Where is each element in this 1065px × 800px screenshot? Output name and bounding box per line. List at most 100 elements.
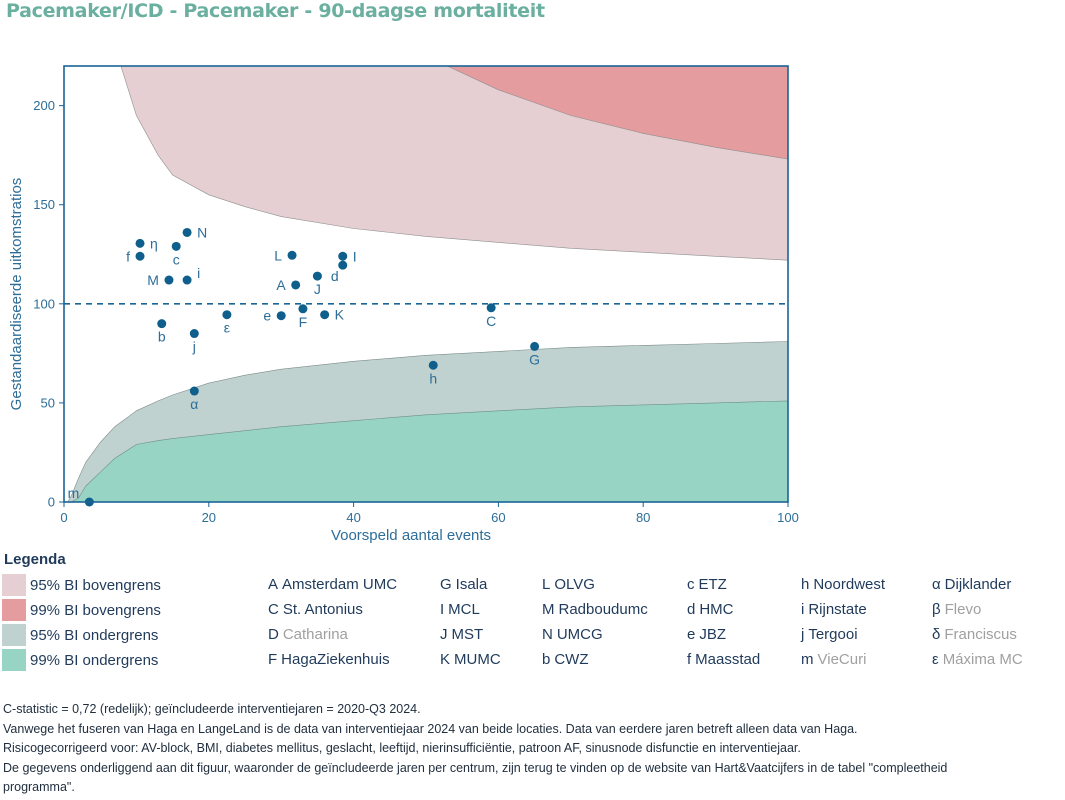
point-label: L <box>274 247 282 263</box>
hospital-name: Isala <box>455 576 488 593</box>
hospital-entry: h Noordwest <box>801 576 885 601</box>
legend-label: 95% BI bovengrens <box>30 576 161 594</box>
legend-swatch <box>2 624 26 646</box>
hospital-column: c ETZ d HMC e JBZ f Maasstad <box>687 576 760 676</box>
y-tick-label: 200 <box>33 98 55 113</box>
point-c <box>171 241 181 251</box>
hospital-entry: N UMCG <box>542 626 648 651</box>
hospital-name: Flevo <box>944 601 982 618</box>
point-b <box>157 319 167 329</box>
hospital-entry: G Isala <box>440 576 501 601</box>
point-I <box>338 251 348 261</box>
hospital-code: G <box>440 576 452 593</box>
hospital-column: h Noordwest i Rijnstate j Tergooi m VieCuri <box>801 576 885 676</box>
point-G <box>530 341 540 351</box>
point-K <box>320 310 330 320</box>
legend-label: 99% BI ondergrens <box>30 651 159 669</box>
point-label: C <box>486 313 496 329</box>
hospital-entry: α Dijklander <box>932 576 1023 601</box>
point-label: j <box>192 339 196 355</box>
footnotes: C-statistic = 0,72 (redelijk); geïnclude… <box>3 700 1065 798</box>
hospital-code: j <box>801 626 805 643</box>
hospital-code: e <box>687 626 696 643</box>
point-j <box>189 329 199 339</box>
hospital-name: Maasstad <box>695 651 761 668</box>
hospital-entry: A Amsterdam UMC <box>268 576 397 601</box>
point-label: A <box>276 277 286 293</box>
hospital-entry: M Radboudumc <box>542 601 648 626</box>
hospital-name: JBZ <box>699 626 727 643</box>
hospital-name: Rijnstate <box>808 601 867 618</box>
hospital-entry: L OLVG <box>542 576 648 601</box>
x-tick-label: 20 <box>202 510 216 525</box>
hospital-code: h <box>801 576 810 593</box>
point-label: N <box>197 224 207 240</box>
hospital-name: UMCG <box>556 626 603 643</box>
hospital-entry: C St. Antonius <box>268 601 397 626</box>
point-label: α <box>190 396 198 412</box>
point-label: f <box>126 248 130 264</box>
x-tick-label: 60 <box>491 510 505 525</box>
legend-label: 99% BI bovengrens <box>30 601 161 619</box>
hospital-code: i <box>801 601 805 618</box>
hospital-code: F <box>268 651 278 668</box>
x-tick-label: 80 <box>636 510 650 525</box>
hospital-column: A Amsterdam UMC C St. Antonius D Catharina F Ha… <box>268 576 397 676</box>
hospital-entry: d HMC <box>687 601 760 626</box>
y-tick-label: 0 <box>48 495 55 510</box>
point-α <box>189 386 199 396</box>
hospital-name: Radboudumc <box>558 601 648 618</box>
hospital-entry: δ Franciscus <box>932 626 1023 651</box>
hospital-code: M <box>542 601 555 618</box>
hospital-code: N <box>542 626 553 643</box>
legend-item: 99% BI bovengrens <box>2 599 161 621</box>
y-tick-label: 50 <box>41 395 55 410</box>
page-title: Pacemaker/ICD - Pacemaker - 90-daagse mo… <box>6 0 545 22</box>
footnote-line: Vanwege het fuseren van Haga en LangeLan… <box>3 721 858 736</box>
axis-ticks: 0 20 40 60 80 100 0 50 100 150 200 <box>33 98 799 525</box>
point-label: F <box>299 314 308 330</box>
hospital-entry: I MCL <box>440 601 501 626</box>
point-N <box>182 227 192 237</box>
hospital-entry: j Tergooi <box>801 626 885 651</box>
hospital-code: A <box>268 576 279 593</box>
hospital-entry: D Catharina <box>268 626 397 651</box>
band-lower99 <box>67 400 788 502</box>
x-tick-label: 100 <box>777 510 799 525</box>
band-upper99 <box>446 66 788 160</box>
point-A <box>291 280 301 290</box>
hospital-name: HagaZiekenhuis <box>281 651 390 668</box>
legend-title: Legenda <box>4 551 66 568</box>
hospital-name: Noordwest <box>813 576 886 593</box>
point-label: e <box>263 308 271 324</box>
hospital-name: Franciscus <box>944 626 1017 643</box>
hospital-code: b <box>542 651 551 668</box>
hospital-column: α Dijklander β Flevo δ Franciscus ε Máxima MC <box>932 576 1023 676</box>
hospital-code: α <box>932 576 941 593</box>
hospital-name: Amsterdam UMC <box>282 576 398 593</box>
hospital-code: m <box>801 651 814 668</box>
hospital-code: I <box>440 601 445 618</box>
hospital-name: VieCuri <box>817 651 867 668</box>
x-tick-label: 40 <box>346 510 360 525</box>
footnote-line: programma". <box>3 780 75 794</box>
hospital-name: CWZ <box>554 651 589 668</box>
hospital-entry: b CWZ <box>542 651 648 676</box>
point-label: c <box>173 251 180 267</box>
hospital-name: MUMC <box>454 651 501 668</box>
hospital-code: C <box>268 601 279 618</box>
hospital-code: J <box>440 626 448 643</box>
hospital-code: L <box>542 576 551 593</box>
hospital-code: K <box>440 651 451 668</box>
point-label: d <box>331 268 339 284</box>
hospital-code: d <box>687 601 696 618</box>
legend-swatch <box>2 649 26 671</box>
plot-frame <box>63 65 789 503</box>
hospital-column: G Isala I MCL J MST K MUMC <box>440 576 501 676</box>
point-f <box>135 251 145 261</box>
hospital-entry: c ETZ <box>687 576 760 601</box>
hospital-entry: F HagaZiekenhuis <box>268 651 397 676</box>
hospital-entry: J MST <box>440 626 501 651</box>
point-d <box>338 260 348 270</box>
point-L <box>287 250 297 260</box>
